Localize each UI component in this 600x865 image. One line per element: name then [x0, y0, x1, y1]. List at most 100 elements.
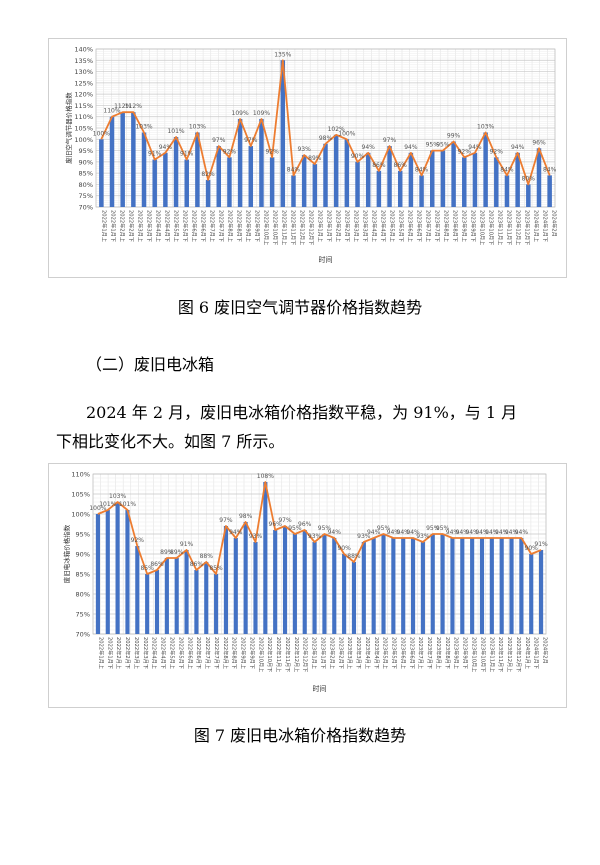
bar	[408, 152, 414, 207]
bar	[440, 534, 445, 634]
y-tick-label: 105%	[71, 491, 90, 499]
data-label: 92%	[131, 537, 145, 544]
x-tick-label: 2023年11月下	[506, 210, 514, 245]
bar	[450, 538, 455, 634]
data-label: 93%	[249, 533, 263, 540]
x-tick-label: 2023年4月上	[371, 210, 379, 242]
data-label: 94%	[475, 529, 489, 536]
chart-refrigerator-index: 70% 75% 80% 85% 90% 95% 100% 105% 110% 废旧电冰箱价格指数 1…	[48, 463, 567, 708]
x-tick-label: 2023年8月下	[444, 637, 452, 669]
bar	[301, 155, 307, 207]
x-tick-label: 2023年3月上	[346, 637, 354, 669]
bar	[154, 570, 160, 634]
bar	[519, 538, 524, 634]
bar	[184, 550, 189, 634]
bar	[205, 179, 211, 207]
x-tick-label: 2022年8月上	[227, 210, 235, 242]
data-label: 85%	[140, 565, 154, 572]
chart-refrigerator-svg: 70%75%80%85%90%95%100%105%110%废旧电冰箱价格指数1…	[62, 471, 550, 694]
bar	[269, 157, 275, 207]
x-tick-label: 2022年12月下	[308, 210, 316, 245]
data-label: 94%	[456, 529, 470, 536]
bar	[322, 534, 327, 634]
data-label: 86%	[394, 162, 408, 169]
bar	[470, 538, 475, 634]
bar	[410, 538, 416, 634]
data-label: 94%	[229, 529, 243, 536]
data-label: 89%	[170, 549, 184, 556]
bar	[141, 132, 147, 207]
chart-air-conditioner-svg: 70%75%80%85%90%95%100%105%110%115%120%12…	[64, 46, 559, 265]
x-tick-label: 2022年12月上	[299, 210, 307, 245]
data-label: 92%	[265, 148, 279, 155]
bar	[243, 522, 248, 634]
x-tick-label: 2023年12月上	[515, 210, 523, 245]
data-label: 103%	[135, 124, 152, 131]
bar	[248, 146, 254, 207]
bar	[263, 482, 268, 634]
bar	[233, 538, 238, 634]
data-label: 94%	[495, 529, 509, 536]
x-tick-labels: 2022年1月上 2022年1月下 2022年2月上 2022年2月下 2022年3月上…	[101, 210, 559, 245]
bar	[483, 132, 488, 207]
data-label: 93%	[297, 146, 311, 153]
bar	[420, 542, 425, 634]
x-tick-label: 2022年5月下	[182, 210, 190, 242]
bar	[462, 157, 467, 207]
x-tick-label: 2023年5月下	[398, 210, 406, 242]
x-tick-label: 2023年7月下	[434, 210, 442, 242]
data-label: 95%	[288, 525, 302, 532]
data-label: 94%	[465, 529, 479, 536]
data-label: 86%	[372, 162, 386, 169]
bar	[430, 534, 435, 634]
data-label: 93%	[357, 533, 371, 540]
data-label: 100%	[338, 130, 355, 137]
x-tick-label: 2023年5月下	[391, 637, 399, 669]
bar	[135, 546, 140, 634]
x-tick-label: 2022年11月下	[290, 210, 298, 245]
bar	[109, 116, 115, 207]
bar	[342, 554, 347, 634]
bar	[302, 530, 307, 634]
bar	[323, 143, 328, 207]
x-tick-label: 2022年2月下	[124, 637, 132, 669]
x-tick-label: 2023年4月下	[373, 637, 381, 669]
bar	[387, 146, 392, 207]
bar	[105, 510, 110, 634]
bar	[397, 170, 403, 207]
data-label: 89%	[308, 155, 322, 162]
data-label: 94%	[387, 529, 401, 536]
x-tick-label: 2022年8月下	[236, 210, 244, 242]
y-tick-label: 90%	[79, 158, 93, 166]
x-tick-label: 2022年3月上	[137, 210, 145, 242]
series-line	[97, 481, 542, 575]
x-tick-label: 2023年6月下	[408, 637, 416, 669]
data-label: 101%	[99, 501, 116, 508]
y-tick-label: 70%	[76, 631, 90, 639]
bar	[204, 562, 209, 634]
data-label: 97%	[278, 517, 292, 524]
bar	[282, 526, 288, 634]
x-tick-label: 2023年10月下	[479, 637, 487, 672]
bar	[365, 152, 371, 207]
data-label: 112%	[125, 103, 142, 110]
bars	[95, 482, 544, 634]
x-tick-label: 2023年4月下	[380, 210, 388, 242]
data-label: 110%	[103, 108, 120, 115]
data-label: 92%	[490, 148, 504, 155]
x-tick-label: 2023年4月上	[364, 637, 372, 669]
x-tick-label: 2022年12月上	[293, 637, 301, 672]
bar	[173, 137, 179, 207]
bar	[419, 175, 424, 207]
data-label: 84%	[287, 166, 301, 173]
y-tick-label: 75%	[76, 611, 90, 619]
bar	[333, 134, 339, 207]
data-label: 96%	[532, 139, 546, 146]
data-label: 95%	[426, 525, 440, 532]
x-tick-label: 2023年8月下	[452, 210, 460, 242]
x-tick-label: 2023年10月上	[471, 637, 479, 672]
data-label: 93%	[308, 533, 322, 540]
bar	[194, 570, 199, 634]
bar	[391, 538, 396, 634]
paragraph-line-1: 2024 年 2 月，废旧电冰箱价格指数平稳，为 91%，与 1 月	[86, 403, 518, 422]
